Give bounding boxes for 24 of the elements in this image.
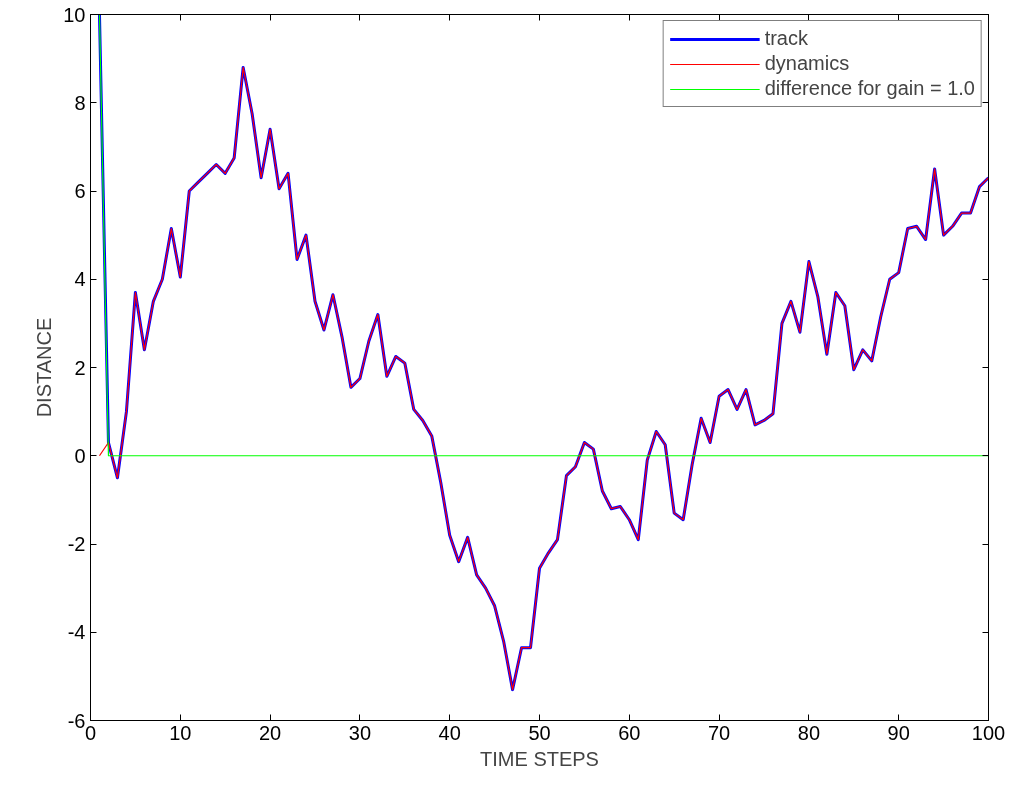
legend-label: dynamics: [764, 52, 850, 75]
x-axis-title: TIME STEPS: [480, 747, 599, 770]
x-tick-label: 20: [258, 721, 282, 744]
y-tick-label: 6: [74, 180, 86, 202]
y-tick-label: 2: [74, 356, 86, 379]
x-tick-label: 60: [618, 721, 641, 744]
x-tick-label: 50: [528, 721, 551, 744]
x-tick-label: 40: [438, 721, 461, 744]
y-tick-label: -4: [67, 621, 86, 644]
y-tick-label: -2: [67, 533, 86, 555]
y-tick-label: 0: [74, 444, 86, 467]
x-tick-label: 30: [348, 721, 372, 744]
x-tick-label: 10: [169, 721, 192, 744]
x-tick-label: 80: [797, 721, 821, 744]
y-axis-title: DISTANCE: [33, 317, 56, 418]
legend-label: difference for gain = 1.0: [764, 77, 975, 100]
y-tick-label: 4: [74, 268, 86, 291]
legend-label: track: [764, 27, 808, 50]
y-tick-label: -6: [67, 709, 86, 732]
x-tick-label: 90: [887, 721, 910, 744]
x-tick-label: 70: [707, 721, 731, 744]
y-tick-label: 10: [63, 3, 86, 26]
x-tick-label: 100: [971, 721, 1006, 744]
y-tick-label: 8: [74, 91, 86, 114]
